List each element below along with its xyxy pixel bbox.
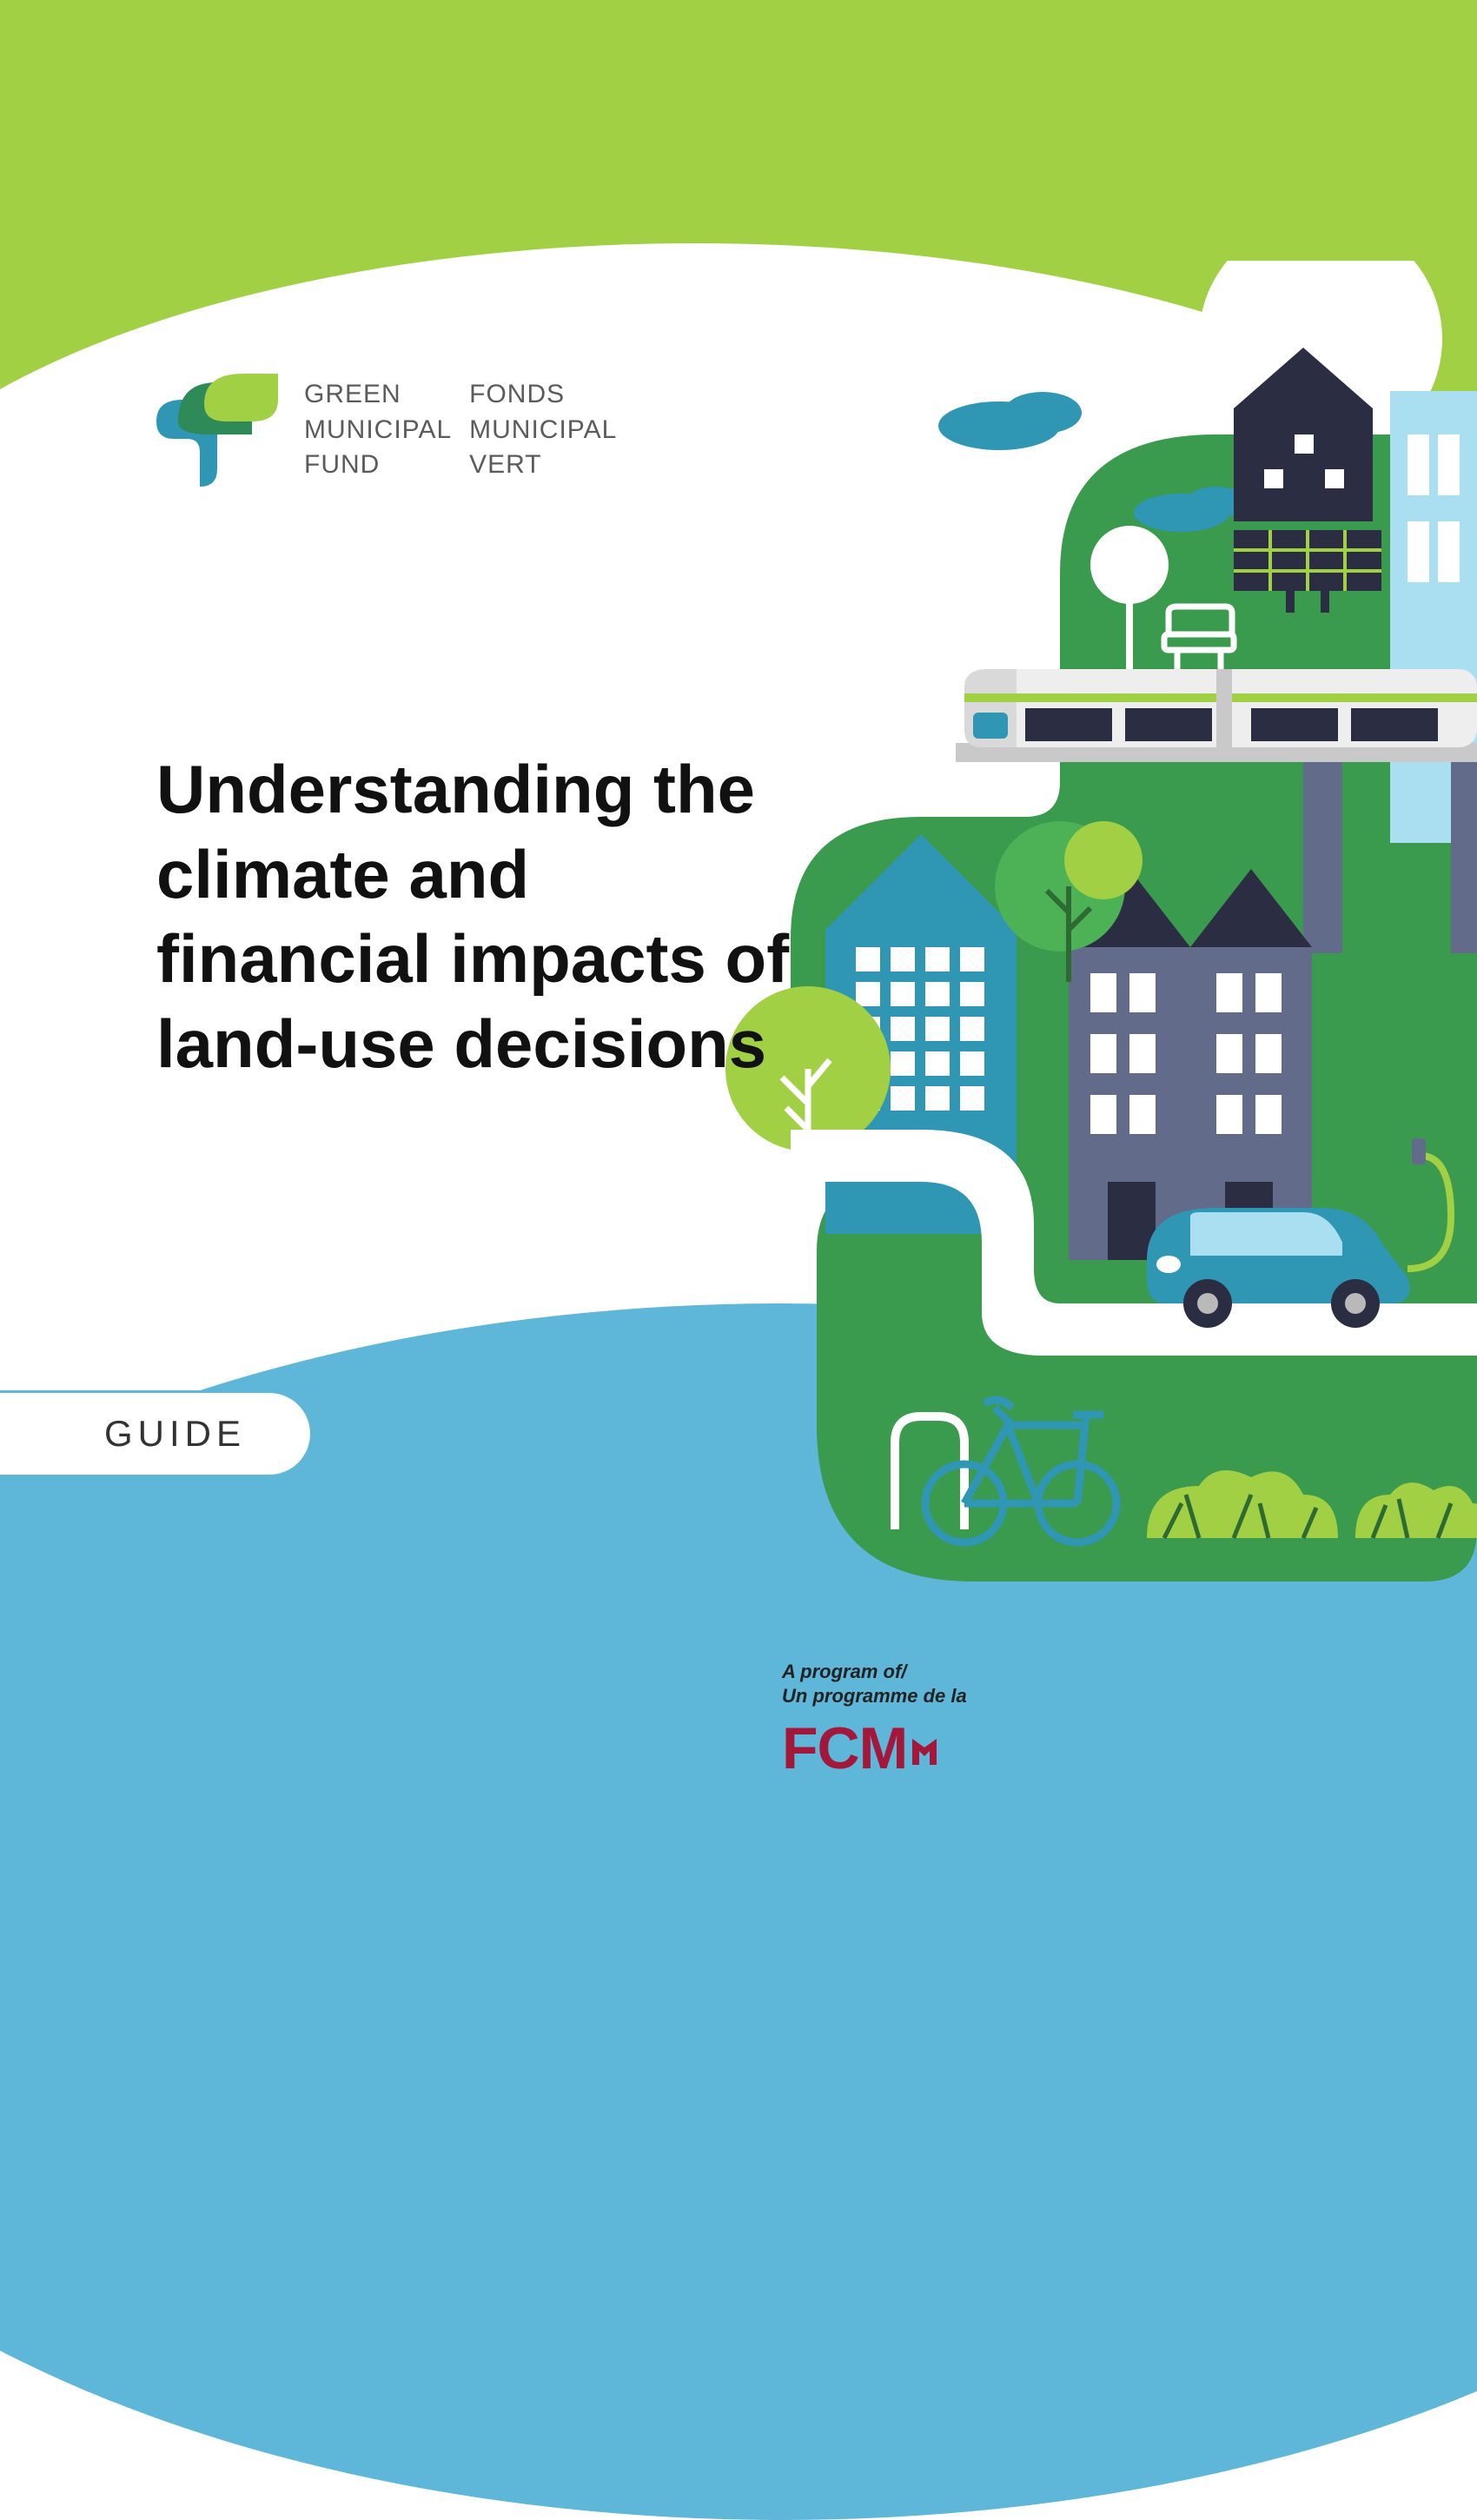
cloud-icon (938, 392, 1082, 450)
logo-fr-line1: FONDS (469, 377, 617, 413)
program-of-block: A program of/ Un programme de la FCM (782, 1660, 967, 1782)
maple-leaf-icon (912, 1739, 937, 1765)
track-pillar (1451, 762, 1477, 953)
train-icon (964, 669, 1477, 747)
logo-fr-line2: MUNICIPAL (469, 413, 617, 448)
gmf-logo-mark (156, 374, 278, 487)
logo-en-line1: GREEN (304, 377, 452, 413)
guide-label: GUIDE (104, 1413, 246, 1455)
program-of-line2: Un programme de la (782, 1684, 967, 1708)
program-of-line1: A program of/ (782, 1660, 967, 1684)
logo-fr-line3: VERT (469, 448, 617, 483)
logo-text-fr: FONDS MUNICIPAL VERT (469, 377, 617, 483)
gmf-logo-text: GREEN MUNICIPAL FUND FONDS MUNICIPAL VER… (304, 377, 617, 483)
fcm-label: FCM (782, 1715, 907, 1781)
logo-en-line2: MUNICIPAL (304, 413, 452, 448)
document-cover: GREEN MUNICIPAL FUND FONDS MUNICIPAL VER… (0, 0, 1477, 1912)
page-title: Understanding the climate and financial … (156, 747, 817, 1086)
gmf-logo: GREEN MUNICIPAL FUND FONDS MUNICIPAL VER… (156, 374, 617, 487)
logo-text-en: GREEN MUNICIPAL FUND (304, 377, 452, 483)
logo-en-line3: FUND (304, 448, 452, 483)
fcm-logo-text: FCM (782, 1714, 967, 1782)
guide-badge: GUIDE (0, 1390, 313, 1477)
track-pillar (1303, 762, 1342, 953)
